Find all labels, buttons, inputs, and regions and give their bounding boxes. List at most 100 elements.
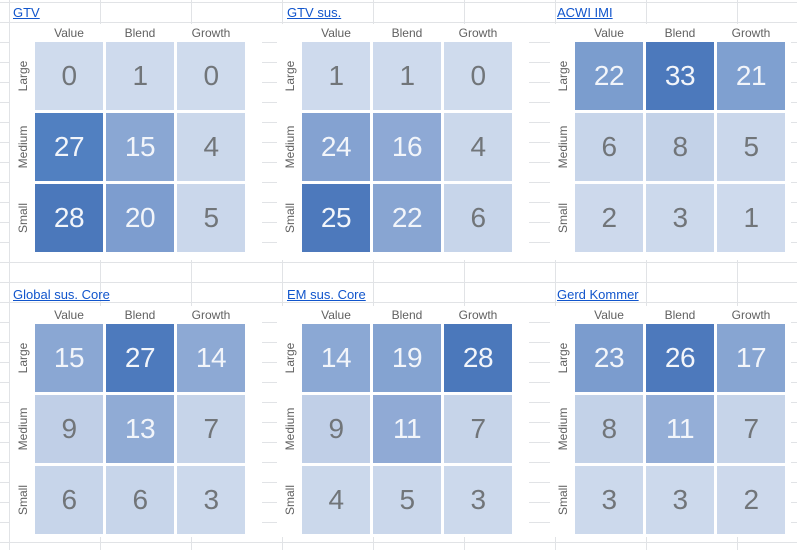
- row-header-large: Large: [283, 60, 297, 92]
- heatmap-cell-small-value: 28: [35, 184, 103, 252]
- column-header-growth: Growth: [731, 308, 771, 322]
- heatmap-cell-small-growth: 1: [717, 184, 785, 252]
- column-header-blend: Blend: [124, 308, 156, 322]
- column-header-blend: Blend: [124, 26, 156, 40]
- heatmap-cell-small-blend: 5: [373, 466, 441, 534]
- row-header-medium: Medium: [16, 407, 30, 451]
- chart-link-global-sus-core[interactable]: Global sus. Core: [13, 287, 110, 302]
- heatmap-cell-medium-blend: 11: [373, 395, 441, 463]
- column-header-growth: Growth: [191, 26, 231, 40]
- heatmap-cell-small-growth: 2: [717, 466, 785, 534]
- row-header-medium: Medium: [16, 125, 30, 169]
- column-header-value: Value: [54, 26, 84, 40]
- heatmap-cell-large-value: 0: [35, 42, 103, 110]
- heatmap-cell-small-growth: 6: [444, 184, 512, 252]
- column-header-blend: Blend: [391, 26, 423, 40]
- heatmap-cell-medium-value: 24: [302, 113, 370, 181]
- heatmap-cell-medium-value: 8: [575, 395, 643, 463]
- chart-gerd-kommer[interactable]: Value Blend Growth Large Medium Small 23 26 17 8 1…: [550, 306, 791, 537]
- row-header-small: Small: [283, 484, 297, 516]
- heatmap-cell-small-value: 3: [575, 466, 643, 534]
- heatmap-cell-medium-value: 9: [302, 395, 370, 463]
- heatmap-cell-large-blend: 1: [373, 42, 441, 110]
- column-header-blend: Blend: [664, 308, 696, 322]
- row-header-small: Small: [556, 202, 570, 234]
- heatmap-cell-medium-growth: 4: [177, 113, 245, 181]
- heatmap-global-sus-core: Value Blend Growth Large Medium Small 15 27 14 9 1…: [10, 306, 262, 537]
- heatmap-cell-medium-blend: 13: [106, 395, 174, 463]
- heatmap-cell-large-blend: 27: [106, 324, 174, 392]
- column-header-growth: Growth: [458, 308, 498, 322]
- chart-gtv-sus[interactable]: Value Blend Growth Large Medium Small 1 1 0 24 16 4…: [277, 24, 529, 260]
- column-header-growth: Growth: [731, 26, 771, 40]
- heatmap-acwi-imi: Value Blend Growth Large Medium Small 22 33 21 6 8…: [550, 24, 791, 260]
- heatmap-cell-medium-growth: 7: [717, 395, 785, 463]
- heatmap-em-sus-core: Value Blend Growth Large Medium Small 14 19 28 9 1…: [277, 306, 529, 537]
- heatmap-cell-medium-growth: 7: [444, 395, 512, 463]
- column-header-blend: Blend: [664, 26, 696, 40]
- heatmap-cell-small-blend: 3: [646, 184, 714, 252]
- chart-link-gerd-kommer[interactable]: Gerd Kommer: [557, 287, 639, 302]
- row-header-medium: Medium: [283, 407, 297, 451]
- heatmap-cell-large-blend: 19: [373, 324, 441, 392]
- row-header-small: Small: [16, 484, 30, 516]
- heatmap-cell-small-growth: 3: [444, 466, 512, 534]
- row-header-large: Large: [556, 342, 570, 374]
- row-header-large: Large: [16, 342, 30, 374]
- heatmap-cell-small-growth: 3: [177, 466, 245, 534]
- heatmap-cell-small-growth: 5: [177, 184, 245, 252]
- chart-link-em-sus-core[interactable]: EM sus. Core: [287, 287, 366, 302]
- column-header-growth: Growth: [191, 308, 231, 322]
- row-header-medium: Medium: [556, 125, 570, 169]
- heatmap-cell-large-blend: 33: [646, 42, 714, 110]
- chart-em-sus-core[interactable]: Value Blend Growth Large Medium Small 14 19 28 9 1…: [277, 306, 529, 537]
- chart-link-gtv-sus[interactable]: GTV sus.: [287, 5, 342, 20]
- heatmap-cell-small-value: 4: [302, 466, 370, 534]
- row-header-small: Small: [16, 202, 30, 234]
- heatmap-cell-large-growth: 21: [717, 42, 785, 110]
- heatmap-cell-medium-growth: 5: [717, 113, 785, 181]
- row-header-large: Large: [16, 60, 30, 92]
- heatmap-cell-medium-value: 27: [35, 113, 103, 181]
- heatmap-cell-medium-blend: 8: [646, 113, 714, 181]
- chart-link-gtv[interactable]: GTV: [13, 5, 40, 20]
- heatmap-cell-large-value: 23: [575, 324, 643, 392]
- heatmap-cell-large-growth: 0: [444, 42, 512, 110]
- heatmap-gtv: Value Blend Growth Large Medium Small 0 1 0 27 15 4…: [10, 24, 262, 260]
- column-header-growth: Growth: [458, 26, 498, 40]
- heatmap-cell-medium-blend: 15: [106, 113, 174, 181]
- heatmap-cell-large-blend: 26: [646, 324, 714, 392]
- heatmap-cell-medium-value: 6: [575, 113, 643, 181]
- column-header-value: Value: [54, 308, 84, 322]
- row-header-medium: Medium: [283, 125, 297, 169]
- chart-link-acwi-imi[interactable]: ACWI IMI: [557, 5, 613, 20]
- heatmap-cell-large-growth: 28: [444, 324, 512, 392]
- row-header-small: Small: [283, 202, 297, 234]
- heatmap-cell-small-value: 6: [35, 466, 103, 534]
- heatmap-cell-medium-growth: 7: [177, 395, 245, 463]
- heatmap-cell-small-blend: 20: [106, 184, 174, 252]
- row-header-large: Large: [283, 342, 297, 374]
- heatmap-cell-large-growth: 14: [177, 324, 245, 392]
- chart-global-sus-core[interactable]: Value Blend Growth Large Medium Small 15 27 14 9 1…: [10, 306, 262, 537]
- column-header-value: Value: [321, 308, 351, 322]
- heatmap-gtv-sus: Value Blend Growth Large Medium Small 1 1 0 24 16 4…: [277, 24, 529, 260]
- chart-gtv[interactable]: Value Blend Growth Large Medium Small 0 1 0 27 15 4…: [10, 24, 262, 260]
- heatmap-cell-medium-growth: 4: [444, 113, 512, 181]
- column-header-value: Value: [321, 26, 351, 40]
- heatmap-cell-large-value: 14: [302, 324, 370, 392]
- heatmap-gerd-kommer: Value Blend Growth Large Medium Small 23 26 17 8 1…: [550, 306, 791, 537]
- column-header-value: Value: [594, 26, 624, 40]
- heatmap-cell-large-value: 1: [302, 42, 370, 110]
- row-header-large: Large: [556, 60, 570, 92]
- heatmap-cell-large-value: 22: [575, 42, 643, 110]
- heatmap-cell-small-blend: 6: [106, 466, 174, 534]
- chart-acwi-imi[interactable]: Value Blend Growth Large Medium Small 22 33 21 6 8…: [550, 24, 791, 260]
- heatmap-cell-large-growth: 0: [177, 42, 245, 110]
- heatmap-cell-large-blend: 1: [106, 42, 174, 110]
- heatmap-cell-medium-value: 9: [35, 395, 103, 463]
- heatmap-cell-small-value: 25: [302, 184, 370, 252]
- heatmap-cell-large-value: 15: [35, 324, 103, 392]
- row-header-small: Small: [556, 484, 570, 516]
